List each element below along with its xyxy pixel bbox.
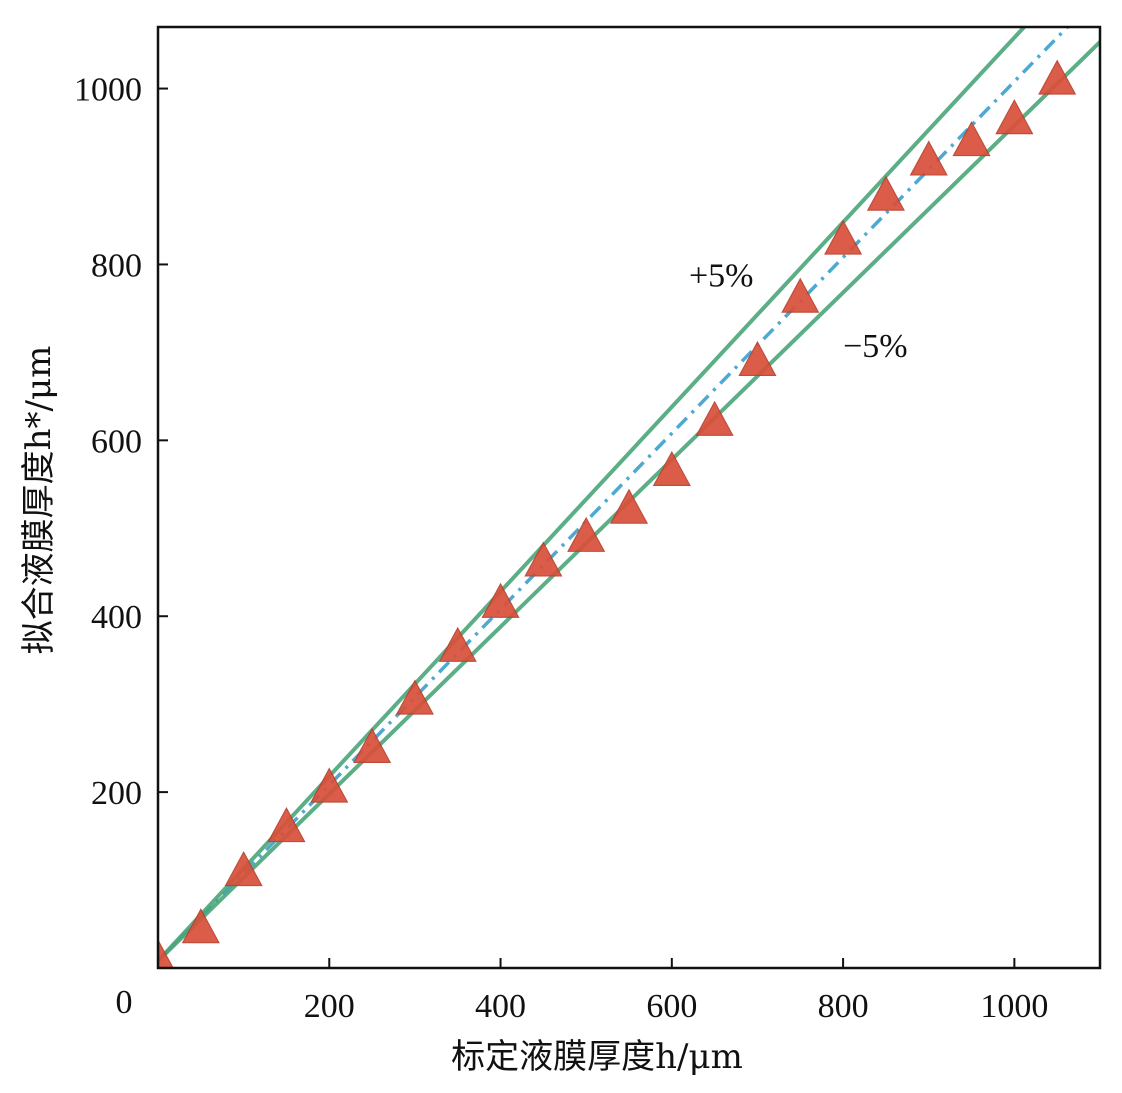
data-point <box>310 767 349 803</box>
data-point <box>781 277 820 313</box>
data-point <box>395 679 434 715</box>
y-tick-label: 800 <box>91 247 142 284</box>
data-point <box>524 541 563 577</box>
x-tick-label: 400 <box>475 988 526 1025</box>
axis-ticks <box>158 87 1016 968</box>
data-point <box>181 908 220 944</box>
data-point <box>695 400 734 436</box>
x-tick-label: 1000 <box>980 988 1048 1025</box>
x-tick-label: 200 <box>304 988 355 1025</box>
origin-label: 0 <box>116 984 133 1021</box>
y-axis-label: 拟合液膜厚度h*/μm <box>19 346 59 655</box>
data-point <box>866 175 905 211</box>
x-tick-label: 800 <box>818 988 869 1025</box>
y-tick-label: 600 <box>91 423 142 460</box>
data-point <box>438 626 477 662</box>
data-point <box>609 488 649 524</box>
y-tick-label: 400 <box>91 599 142 636</box>
x-axis-label: 标定液膜厚度h/μm <box>451 1037 743 1077</box>
data-point <box>567 516 606 552</box>
data-point <box>158 938 174 968</box>
y-tick-label: 1000 <box>74 72 142 109</box>
data-point <box>952 121 991 157</box>
data-point <box>824 219 863 255</box>
annotation-plus-5: +5% <box>689 257 754 294</box>
annotation-minus-5: −5% <box>843 328 908 365</box>
data-markers <box>158 59 1077 968</box>
data-point <box>481 582 520 618</box>
fit-line <box>158 27 1070 963</box>
data-point <box>1038 59 1077 95</box>
plot-frame <box>156 25 1102 970</box>
data-point <box>652 450 691 486</box>
data-point <box>267 807 306 843</box>
data-point <box>995 99 1034 135</box>
x-tick-label: 600 <box>646 988 697 1025</box>
tick-labels: 200 400 600 800 1000 200 400 600 800 1000 <box>74 72 1048 1025</box>
data-point <box>909 140 948 176</box>
data-point <box>353 727 392 763</box>
y-tick-label: 200 <box>91 775 142 812</box>
data-point <box>224 851 263 887</box>
data-point <box>738 340 777 377</box>
